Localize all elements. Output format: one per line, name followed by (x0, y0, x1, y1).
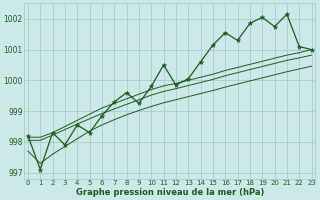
X-axis label: Graphe pression niveau de la mer (hPa): Graphe pression niveau de la mer (hPa) (76, 188, 264, 197)
